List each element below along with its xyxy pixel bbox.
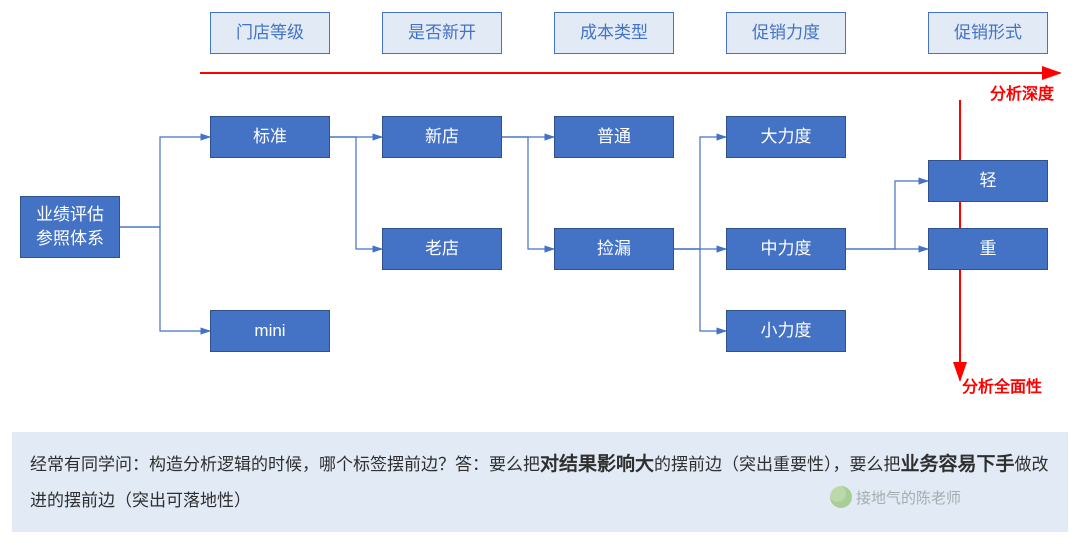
footer-seg-3: 业务容易下手 <box>901 454 1015 475</box>
edge <box>120 227 210 331</box>
edge <box>120 137 210 227</box>
edge <box>330 137 382 249</box>
red-label-breadth: 分析全面性 <box>962 373 1042 397</box>
header-box-2: 是否新开 <box>382 12 502 54</box>
node-old: 老店 <box>382 228 502 270</box>
wechat-icon <box>830 486 852 508</box>
header-box-3: 成本类型 <box>554 12 674 54</box>
edge <box>846 181 928 249</box>
header-box-1: 门店等级 <box>210 12 330 54</box>
node-jianlou: 捡漏 <box>554 228 674 270</box>
footer-seg-1: 对结果影响大 <box>540 454 654 475</box>
edge <box>502 137 554 249</box>
watermark: 接地气的陈老师 <box>830 486 961 508</box>
node-heavy: 重 <box>928 228 1048 270</box>
footer-seg-2: 的摆前边（突出重要性），要么把 <box>654 455 901 474</box>
edge <box>674 137 726 249</box>
node-mini: mini <box>210 310 330 352</box>
node-normal: 普通 <box>554 116 674 158</box>
red-label-depth: 分析深度 <box>990 80 1054 104</box>
header-box-4: 促销力度 <box>726 12 846 54</box>
watermark-text: 接地气的陈老师 <box>856 487 961 508</box>
node-light: 轻 <box>928 160 1048 202</box>
node-standard: 标准 <box>210 116 330 158</box>
node-new: 新店 <box>382 116 502 158</box>
header-box-5: 促销形式 <box>928 12 1048 54</box>
footer-seg-0: 经常有同学问：构造分析逻辑的时候，哪个标签摆前边？答：要么把 <box>30 455 540 474</box>
footer-note: 经常有同学问：构造分析逻辑的时候，哪个标签摆前边？答：要么把对结果影响大的摆前边… <box>12 432 1068 532</box>
node-big: 大力度 <box>726 116 846 158</box>
node-small: 小力度 <box>726 310 846 352</box>
node-mid: 中力度 <box>726 228 846 270</box>
edge <box>674 249 726 331</box>
root-node: 业绩评估 参照体系 <box>20 196 120 258</box>
